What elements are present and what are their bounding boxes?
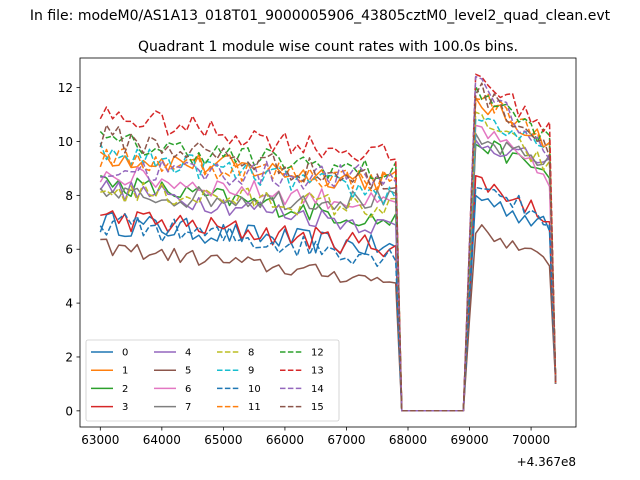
series-line-4 (99, 139, 557, 412)
legend-label-13: 13 (311, 366, 324, 377)
y-tick-label: 12 (58, 81, 73, 95)
x-tick-label: 69000 (450, 433, 488, 447)
legend-label-4: 4 (185, 348, 191, 359)
figure-suptitle: In file: modeM0/AS1A13_018T01_9000005906… (30, 8, 611, 24)
y-tick-label: 2 (65, 350, 73, 364)
x-tick-label: 63000 (81, 433, 119, 447)
legend-label-6: 6 (185, 384, 191, 395)
x-tick-label: 66000 (266, 433, 304, 447)
legend-label-14: 14 (311, 384, 324, 395)
legend-label-12: 12 (311, 348, 324, 359)
series-line-6 (99, 124, 557, 412)
series-line-12 (99, 85, 557, 412)
legend-label-15: 15 (311, 402, 324, 413)
series-line-10 (99, 186, 557, 412)
series-line-14 (100, 75, 557, 412)
series-line-15 (99, 82, 557, 412)
series-line-1 (99, 96, 557, 412)
legend-label-10: 10 (248, 384, 261, 395)
y-tick-label: 6 (65, 243, 73, 257)
series-line-3 (100, 174, 557, 412)
y-tick-label: 10 (58, 135, 73, 149)
x-tick-label: 64000 (143, 433, 181, 447)
legend-label-2: 2 (122, 384, 128, 395)
series-line-9 (99, 117, 557, 412)
chart-title: Quadrant 1 module wise count rates with … (138, 39, 518, 55)
y-tick-label: 4 (65, 297, 73, 311)
x-axis-offset-label: +4.367e8 (517, 455, 576, 469)
series-line-11 (99, 92, 557, 412)
legend-label-3: 3 (122, 402, 128, 413)
x-tick-label: 65000 (204, 433, 242, 447)
plot-area: 63000 64000 65000 66000 67000 68000 69000 70000… (58, 57, 577, 447)
legend-label-0: 0 (122, 348, 128, 359)
legend-label-8: 8 (248, 348, 254, 359)
series-line-5 (100, 224, 557, 412)
x-tick-label: 68000 (389, 433, 427, 447)
y-tick-label: 8 (65, 189, 73, 203)
x-tick-label: 70000 (512, 433, 550, 447)
legend-box (85, 339, 340, 422)
y-tick-label: 0 (65, 404, 73, 418)
legend-label-11: 11 (248, 402, 261, 413)
series-line-8 (100, 111, 557, 412)
series-line-13 (99, 73, 557, 412)
x-tick-label: 67000 (327, 433, 365, 447)
axes-frame (79, 57, 577, 428)
series-line-7 (99, 132, 557, 412)
legend-label-1: 1 (122, 366, 128, 377)
legend-label-7: 7 (185, 402, 191, 413)
legend-label-9: 9 (248, 366, 254, 377)
legend-label-5: 5 (185, 366, 191, 377)
